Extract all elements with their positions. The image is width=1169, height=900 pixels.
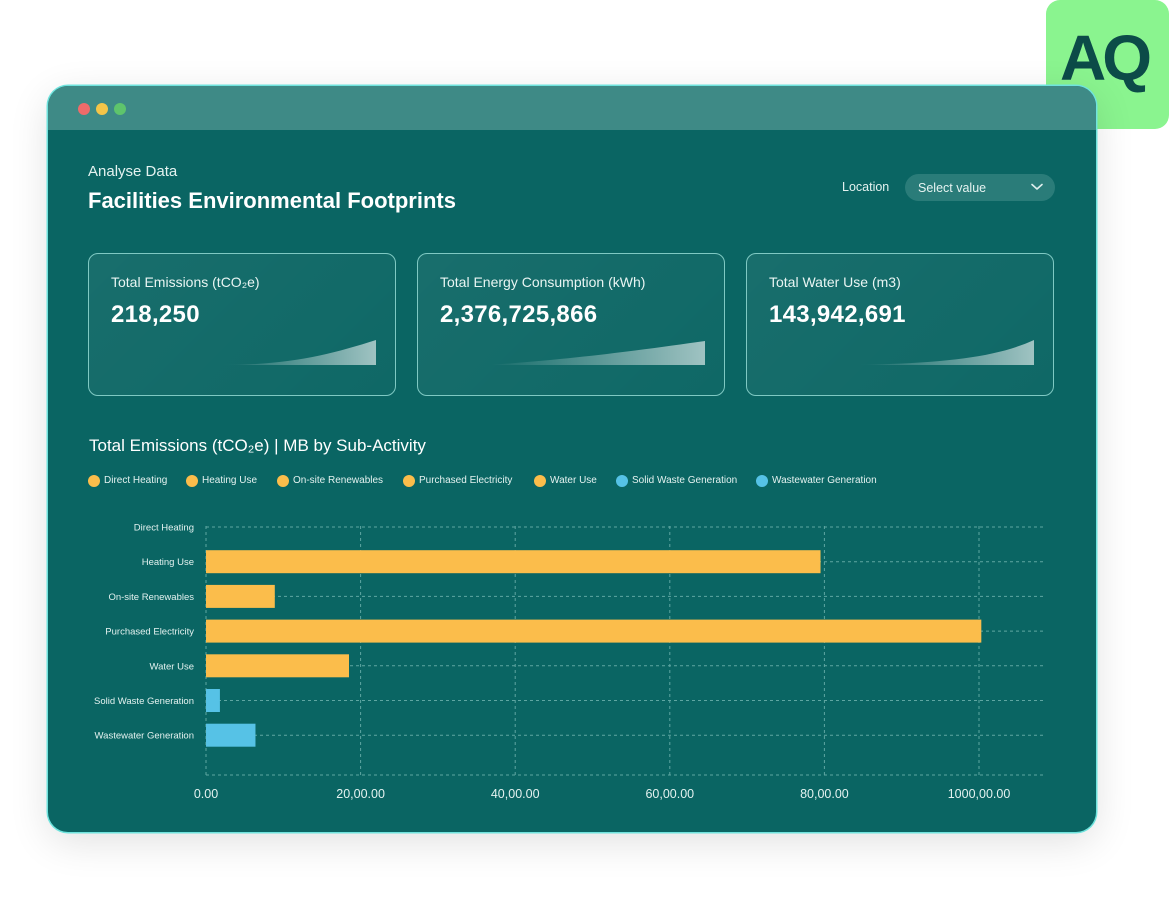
kpi-value: 2,376,725,866 — [440, 301, 598, 328]
app-window: Analyse Data Facilities Environmental Fo… — [48, 86, 1096, 832]
legend-swatch — [756, 475, 768, 487]
category-label: Purchased Electricity — [105, 627, 194, 638]
kpi-sparkline — [488, 341, 705, 365]
legend-label: Purchased Electricity — [419, 475, 513, 486]
x-tick-label: 40,00.00 — [491, 787, 540, 801]
category-label: Wastewater Generation — [95, 731, 194, 742]
location-select[interactable]: Select value — [905, 174, 1055, 201]
category-label: On-site Renewables — [108, 592, 194, 603]
kpi-label: Total Emissions (tCO₂e) — [111, 274, 260, 290]
minimize-window-button[interactable] — [96, 103, 108, 115]
kpi-label: Total Water Use (m3) — [769, 274, 901, 290]
legend-swatch — [616, 475, 628, 487]
legend-swatch — [534, 475, 546, 487]
legend-swatch — [277, 475, 289, 487]
kpi-sparkline — [219, 340, 376, 365]
x-tick-label: 0.00 — [194, 787, 218, 801]
bar[interactable] — [206, 550, 821, 574]
legend-label: Wastewater Generation — [772, 475, 877, 486]
maximize-window-button[interactable] — [114, 103, 126, 115]
kpi-card-emissions: Total Emissions (tCO₂e) 218,250 — [88, 253, 396, 396]
kpi-value: 143,942,691 — [769, 301, 906, 328]
x-tick-label: 80,00.00 — [800, 787, 849, 801]
bar[interactable] — [206, 654, 350, 678]
legend-swatch — [186, 475, 198, 487]
legend-label: Direct Heating — [104, 475, 168, 486]
kpi-card-water: Total Water Use (m3) 143,942,691 — [746, 253, 1054, 396]
kpi-card-energy: Total Energy Consumption (kWh) 2,376,725… — [417, 253, 725, 396]
chevron-down-icon — [1031, 183, 1043, 190]
bar[interactable] — [206, 584, 275, 608]
kpi-sparkline — [857, 340, 1034, 365]
category-label: Direct Heating — [134, 523, 194, 534]
legend-label: Heating Use — [202, 475, 258, 486]
legend-label: On-site Renewables — [293, 475, 384, 486]
location-label: Location — [842, 180, 890, 194]
category-label: Water Use — [149, 661, 194, 672]
close-window-button[interactable] — [78, 103, 90, 115]
legend-label: Water Use — [550, 475, 597, 486]
location-select-value: Select value — [918, 181, 987, 195]
page-eyebrow: Analyse Data — [88, 163, 178, 180]
x-tick-label: 60,00.00 — [645, 787, 694, 801]
category-label: Solid Waste Generation — [94, 696, 194, 707]
legend-swatch — [403, 475, 415, 487]
x-tick-label: 20,00.00 — [336, 787, 385, 801]
bar[interactable] — [206, 619, 982, 643]
legend-label: Solid Waste Generation — [632, 475, 738, 486]
bar-chart: 0.00 20,00.00 40,00.00 60,00.00 80,00.00 1000… — [94, 523, 1046, 801]
category-label: Heating Use — [142, 557, 194, 568]
window-titlebar — [48, 86, 1096, 130]
kpi-value: 218,250 — [111, 301, 200, 328]
x-tick-label: 1000,00.00 — [948, 787, 1011, 801]
legend-swatch — [88, 475, 100, 487]
bar[interactable] — [206, 689, 220, 712]
kpi-label: Total Energy Consumption (kWh) — [440, 274, 646, 290]
chart-title: Total Emissions (tCO₂e) | MB by Sub-Acti… — [89, 436, 426, 455]
page-title: Facilities Environmental Footprints — [88, 188, 456, 213]
bar[interactable] — [206, 723, 256, 747]
